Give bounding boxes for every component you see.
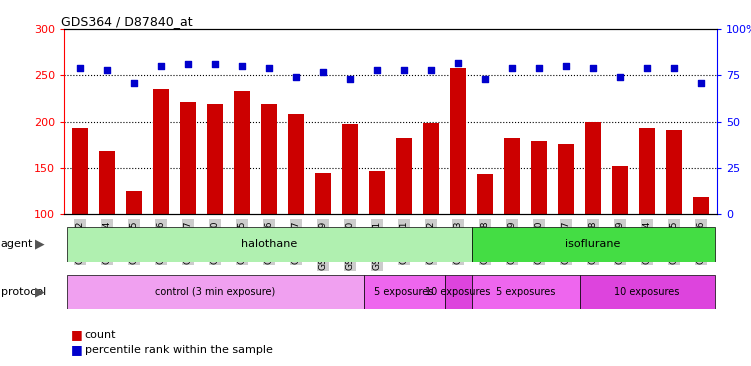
- Text: halothane: halothane: [241, 239, 297, 249]
- Text: ■: ■: [71, 343, 83, 356]
- Bar: [580, 274, 714, 309]
- Bar: [423, 123, 439, 307]
- Bar: [472, 274, 580, 309]
- Point: [695, 80, 707, 86]
- Bar: [472, 227, 714, 262]
- Point: [344, 76, 356, 82]
- Bar: [612, 166, 628, 307]
- Text: ▶: ▶: [35, 238, 44, 251]
- Text: 10 exposures: 10 exposures: [614, 287, 680, 297]
- Bar: [288, 114, 304, 307]
- Bar: [369, 171, 385, 307]
- Point: [560, 63, 572, 69]
- Bar: [639, 128, 655, 307]
- Point: [74, 65, 86, 71]
- Bar: [531, 141, 547, 307]
- Point: [479, 76, 491, 82]
- Point: [506, 65, 518, 71]
- Point: [236, 63, 248, 69]
- Text: ■: ■: [71, 328, 83, 341]
- Bar: [315, 173, 331, 307]
- Bar: [363, 274, 445, 309]
- Bar: [558, 144, 574, 307]
- Bar: [234, 91, 250, 307]
- Bar: [207, 104, 223, 307]
- Text: 10 exposures: 10 exposures: [425, 287, 490, 297]
- Bar: [153, 89, 169, 307]
- Text: control (3 min exposure): control (3 min exposure): [155, 287, 275, 297]
- Text: isoflurane: isoflurane: [566, 239, 620, 249]
- Bar: [445, 274, 472, 309]
- Point: [209, 61, 221, 67]
- Bar: [450, 68, 466, 307]
- Bar: [126, 191, 142, 307]
- Point: [290, 74, 302, 80]
- Point: [587, 65, 599, 71]
- Point: [533, 65, 545, 71]
- Point: [101, 67, 113, 73]
- Text: protocol: protocol: [1, 287, 46, 297]
- Bar: [99, 151, 115, 307]
- Point: [317, 69, 329, 75]
- Point: [398, 67, 410, 73]
- Text: 5 exposures: 5 exposures: [496, 287, 555, 297]
- Point: [614, 74, 626, 80]
- Bar: [67, 227, 472, 262]
- Bar: [67, 274, 363, 309]
- Point: [452, 60, 464, 66]
- Point: [641, 65, 653, 71]
- Text: count: count: [85, 330, 116, 340]
- Bar: [180, 102, 196, 307]
- Bar: [396, 138, 412, 307]
- Bar: [72, 128, 88, 307]
- Text: GDS364 / D87840_at: GDS364 / D87840_at: [61, 15, 192, 28]
- Point: [668, 65, 680, 71]
- Bar: [693, 198, 709, 307]
- Bar: [666, 130, 682, 307]
- Point: [263, 65, 275, 71]
- Bar: [261, 104, 277, 307]
- Text: 5 exposures: 5 exposures: [374, 287, 434, 297]
- Text: ▶: ▶: [35, 285, 44, 298]
- Point: [128, 80, 140, 86]
- Text: percentile rank within the sample: percentile rank within the sample: [85, 344, 273, 355]
- Point: [425, 67, 437, 73]
- Point: [371, 67, 383, 73]
- Point: [182, 61, 194, 67]
- Bar: [477, 174, 493, 307]
- Bar: [585, 122, 601, 307]
- Bar: [342, 124, 358, 307]
- Text: agent: agent: [1, 239, 33, 249]
- Bar: [504, 138, 520, 307]
- Point: [155, 63, 167, 69]
